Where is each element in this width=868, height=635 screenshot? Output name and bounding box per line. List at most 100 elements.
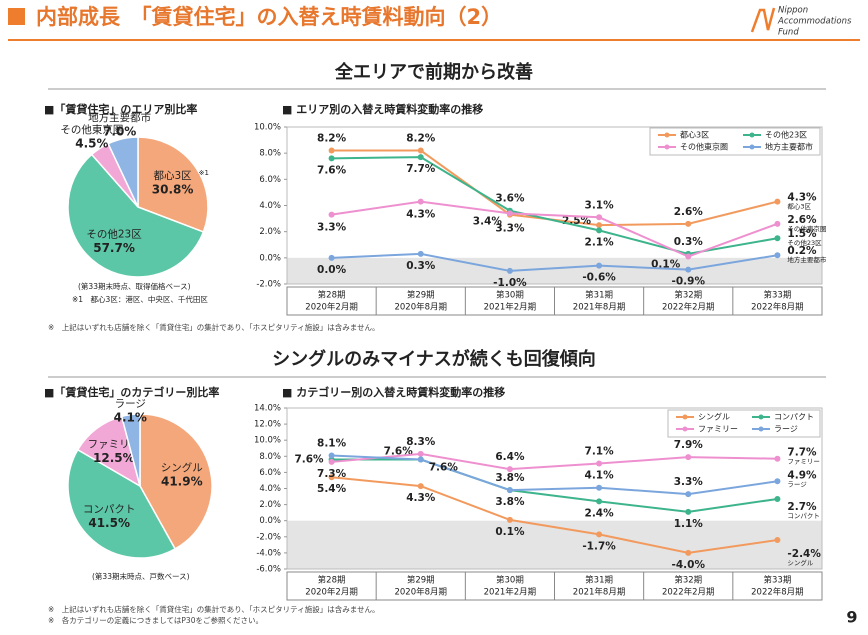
- value-label: 1.1%: [674, 518, 704, 530]
- slice-value: 7.0%: [103, 125, 136, 139]
- value-label: 0.0%: [317, 264, 347, 276]
- value-label: 7.6%: [429, 462, 459, 474]
- point: [596, 498, 603, 505]
- point: [774, 235, 781, 242]
- slice-value: 4.5%: [75, 136, 108, 150]
- y-tick-label: 6.0%: [259, 468, 281, 478]
- value-label: 3.3%: [674, 476, 704, 488]
- chart-note: ※1 都心3区：港区、中央区、千代田区: [72, 294, 208, 304]
- slice-value: 57.7%: [93, 241, 135, 255]
- value-label: 4.3%: [787, 192, 817, 204]
- value-label: 0.3%: [674, 236, 704, 248]
- y-tick-label: -4.0%: [256, 548, 281, 558]
- logo-text: Fund: [778, 28, 799, 38]
- pie-slice: [67, 153, 205, 278]
- x-tick-sublabel: 2021年8月期: [573, 587, 626, 598]
- value-label: 2.4%: [585, 507, 615, 519]
- value-label: 0.1%: [495, 526, 525, 538]
- point: [417, 450, 424, 457]
- point: [774, 495, 781, 502]
- value-label: 7.1%: [585, 446, 615, 458]
- series-line: [331, 149, 778, 227]
- point: [417, 250, 424, 257]
- point: [685, 253, 692, 260]
- value-label: 0.3%: [406, 260, 436, 272]
- point: [774, 478, 781, 485]
- chart-title: ■ カテゴリー別の入替え時賃料変動率の推移: [282, 385, 505, 399]
- point: [596, 222, 603, 229]
- pie-slice: [120, 413, 141, 487]
- point: [417, 483, 424, 490]
- point: [328, 147, 335, 154]
- value-label: 3.8%: [495, 496, 525, 508]
- y-tick-label: 0.0%: [259, 516, 281, 526]
- chart-title: ■ エリア別の入替え時賃料変動率の推移: [282, 102, 483, 116]
- value-label: -4.0%: [672, 559, 706, 571]
- point: [417, 456, 424, 463]
- point: [685, 220, 692, 227]
- logo-mark: [750, 7, 776, 33]
- footnote: ※ 上記はいずれも店舗を除く「賃貸住宅」の集計であり、「ホスピタリティ施設」は含…: [48, 322, 379, 332]
- value-label: 2.6%: [787, 214, 817, 226]
- x-tick-label: 第33期: [764, 290, 792, 301]
- legend-label: 地方主要都市: [765, 142, 813, 152]
- point: [774, 252, 781, 259]
- legend-label: その他23区: [765, 130, 807, 140]
- legend-dot: [749, 132, 755, 138]
- value-label: 8.3%: [406, 436, 436, 448]
- point: [506, 466, 513, 473]
- point: [685, 549, 692, 556]
- chart-title: ■「賃貸住宅」のエリア別比率: [44, 102, 197, 116]
- point: [417, 154, 424, 161]
- value-label: 3.1%: [585, 199, 615, 211]
- slice-label: ラージ: [115, 398, 146, 410]
- slice-label: 地方主要都市: [88, 111, 151, 124]
- point: [774, 220, 781, 227]
- slice-label: コンパクト: [83, 503, 136, 515]
- value-label: 2.6%: [674, 206, 704, 218]
- value-label: -0.9%: [672, 276, 706, 288]
- value-label: 3.8%: [495, 472, 525, 484]
- end-series-name: その他23区: [787, 238, 822, 247]
- series-line: [331, 458, 778, 513]
- point: [596, 460, 603, 467]
- point: [596, 227, 603, 234]
- point: [328, 452, 335, 459]
- value-label: -2.4%: [787, 548, 821, 560]
- y-tick-label: 12.0%: [254, 420, 281, 430]
- page-number: 9: [846, 608, 857, 627]
- value-label: 7.9%: [674, 439, 704, 451]
- y-tick-label: 8.0%: [259, 149, 281, 159]
- point: [506, 487, 513, 494]
- x-tick-sublabel: 2022年8月期: [751, 302, 804, 313]
- pie-slice: [107, 136, 139, 208]
- x-tick-label: 第28期: [318, 290, 346, 301]
- y-tick-label: 10.0%: [254, 436, 281, 446]
- value-label: 3.6%: [495, 193, 525, 205]
- slice-label: シングル: [161, 461, 203, 474]
- point: [774, 198, 781, 205]
- pie-slice: [67, 448, 177, 559]
- legend-label: ファミリー: [698, 425, 738, 434]
- value-label: 4.1%: [585, 470, 615, 482]
- point: [596, 484, 603, 491]
- y-tick-label: 8.0%: [259, 452, 281, 462]
- x-tick-sublabel: 2021年2月期: [484, 302, 537, 313]
- value-label: 2.1%: [585, 236, 615, 248]
- logo-text: Nippon: [778, 6, 808, 16]
- slice-label: その他東京圏: [60, 123, 123, 136]
- end-series-name: ファミリー: [787, 458, 820, 466]
- x-tick-sublabel: 2020年2月期: [305, 587, 358, 598]
- legend-label: ラージ: [774, 425, 798, 434]
- value-label: 7.6%: [317, 164, 347, 176]
- point: [596, 262, 603, 269]
- slice-value: 12.5%: [93, 451, 135, 465]
- chart-title: ■「賃貸住宅」のカテゴリー別比率: [44, 385, 219, 399]
- footnote: ※ 各カテゴリーの定義につきましてはP30をご参照ください。: [48, 615, 263, 625]
- slice-value: 30.8%: [152, 183, 194, 197]
- y-tick-label: 2.0%: [259, 227, 281, 237]
- y-tick-label: 0.0%: [259, 253, 281, 263]
- point: [506, 210, 513, 217]
- point: [774, 455, 781, 462]
